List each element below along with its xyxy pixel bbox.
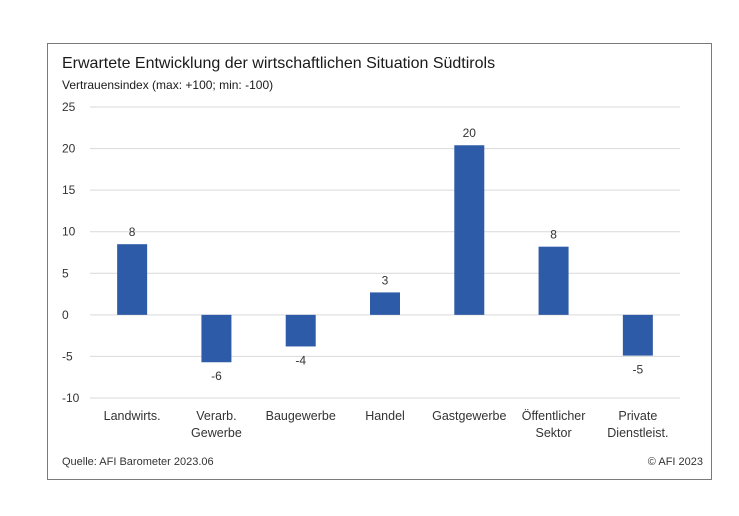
data-label: 20: [463, 126, 477, 140]
data-label: 8: [129, 225, 136, 239]
source-note: Quelle: AFI Barometer 2023.06: [62, 456, 214, 468]
chart-subtitle: Vertrauensindex (max: +100; min: -100): [62, 78, 274, 92]
bar: [538, 246, 569, 315]
y-tick-label: 20: [62, 142, 76, 156]
data-label: 8: [550, 228, 557, 242]
bar: [454, 145, 485, 315]
x-tick-label: Gewerbe: [191, 426, 242, 440]
x-tick-label: Private: [618, 409, 657, 423]
x-tick-label: Handel: [365, 409, 405, 423]
chart-title: Erwartete Entwicklung der wirtschaftlich…: [62, 55, 496, 72]
bar: [117, 244, 148, 315]
bar: [622, 314, 653, 356]
y-tick-label: 15: [62, 183, 76, 197]
chart-frame: [47, 43, 712, 480]
y-tick-label: 10: [62, 225, 76, 239]
x-tick-label: Gastgewerbe: [432, 409, 506, 423]
x-tick-label: Sektor: [536, 426, 572, 440]
y-tick-label: 5: [62, 266, 69, 280]
bar: [370, 292, 400, 315]
data-label: 3: [382, 273, 389, 287]
y-tick-label: 0: [62, 308, 69, 322]
copyright-note: © AFI 2023: [647, 456, 703, 468]
bar: [201, 314, 232, 363]
data-label: -6: [211, 369, 222, 383]
data-label: -5: [633, 363, 644, 377]
x-tick-label: Landwirts.: [104, 409, 161, 423]
x-tick-label: Öffentlicher: [522, 409, 586, 423]
y-tick-label: -5: [62, 349, 73, 363]
x-tick-label: Dienstleist.: [607, 426, 668, 440]
x-tick-label: Verarb.: [196, 409, 236, 423]
y-tick-label: -10: [62, 391, 80, 405]
bar: [285, 314, 316, 347]
data-label: -4: [295, 353, 306, 367]
y-tick-label: 25: [62, 100, 76, 114]
x-tick-label: Baugewerbe: [266, 409, 336, 423]
